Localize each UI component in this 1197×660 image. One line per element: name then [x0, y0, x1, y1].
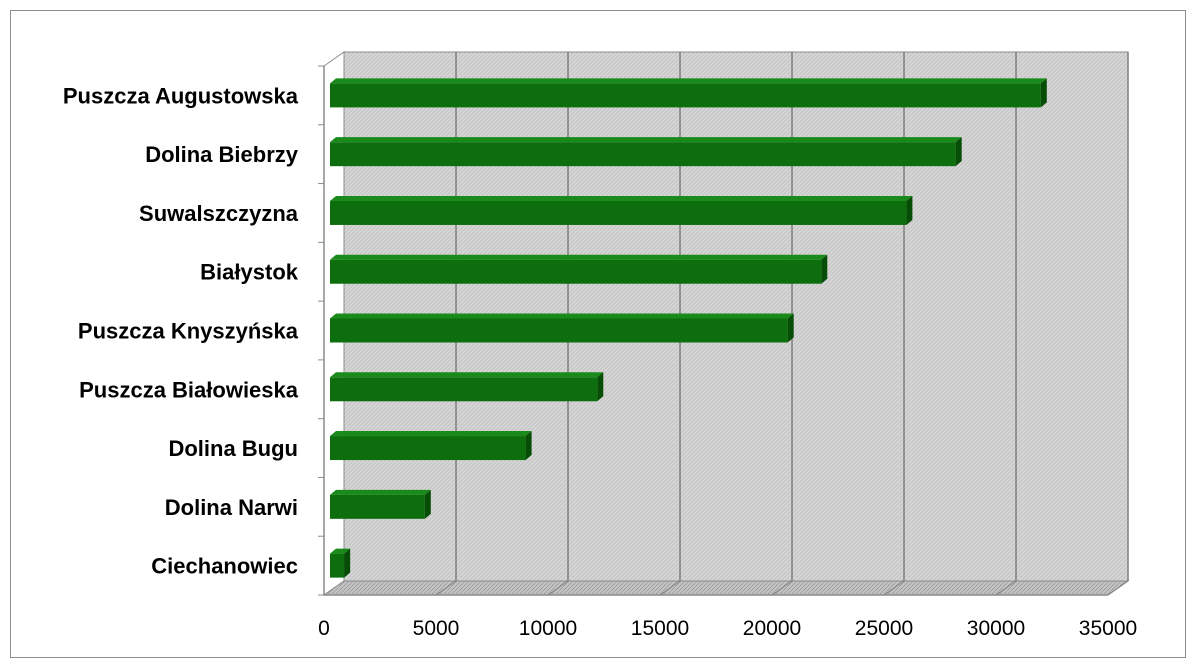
- x-tick-label: 10000: [519, 617, 577, 640]
- bar-end: [525, 431, 532, 461]
- category-label: Ciechanowiec: [151, 554, 298, 579]
- floor-gridline: [771, 580, 793, 596]
- bar: [330, 83, 1041, 108]
- bar-top: [330, 431, 532, 437]
- bar-end: [424, 489, 431, 519]
- category-label: Puszcza Białowieska: [79, 377, 299, 402]
- x-tick-label: 15000: [631, 617, 689, 640]
- x-tick-label: 35000: [1079, 617, 1137, 640]
- bars: [330, 78, 1047, 578]
- bar-top: [330, 195, 913, 201]
- bar-top: [330, 372, 604, 378]
- bar: [330, 142, 956, 167]
- category-label: Dolina Biebrzy: [145, 142, 299, 167]
- bar-top: [330, 137, 962, 143]
- bar: [330, 259, 822, 284]
- bar: [330, 318, 788, 343]
- bar-end: [597, 372, 604, 402]
- x-tick-label: 5000: [413, 617, 460, 640]
- floor-gridline: [435, 580, 457, 596]
- bar: [330, 436, 526, 461]
- category-label: Białystok: [200, 260, 299, 285]
- bar: [330, 377, 598, 402]
- floor-gridline: [547, 580, 569, 596]
- category-label: Puszcza Knyszyńska: [78, 319, 299, 344]
- x-tick-label: 30000: [967, 617, 1025, 640]
- bar-end: [906, 195, 913, 225]
- x-tick-labels: 0 5000 10000 15000 20000 25000 30000 35000: [318, 617, 1137, 640]
- axis-lines: [318, 65, 1108, 596]
- chart-area: Puszcza Augustowska Dolina Biebrzy Suwalsz…: [10, 10, 1186, 658]
- category-label: Suwalszczyzna: [139, 201, 299, 226]
- bar-top: [330, 254, 828, 260]
- bar-chart: Puszcza Augustowska Dolina Biebrzy Suwalsz…: [63, 51, 1137, 640]
- bar-end: [821, 254, 828, 284]
- floor-gridline: [883, 580, 905, 596]
- category-label: Puszcza Augustowska: [63, 83, 299, 108]
- bar-end: [1040, 78, 1047, 108]
- bar: [330, 553, 345, 578]
- bar: [330, 200, 907, 225]
- bar-top: [330, 489, 431, 495]
- bar-top: [330, 548, 351, 554]
- category-label: Dolina Narwi: [165, 495, 298, 520]
- bar: [330, 494, 425, 519]
- bar-top: [330, 313, 794, 319]
- x-tick-label: 25000: [855, 617, 913, 640]
- bar-end: [344, 548, 351, 578]
- bar-end: [955, 137, 962, 167]
- floor-gridline: [659, 580, 681, 596]
- bar-end: [787, 313, 794, 343]
- category-label: Dolina Bugu: [168, 436, 298, 461]
- floor-gridline: [1107, 580, 1129, 596]
- x-tick-label: 20000: [743, 617, 801, 640]
- floor: [322, 580, 1130, 596]
- bar-top: [330, 78, 1047, 84]
- category-labels: Puszcza Augustowska Dolina Biebrzy Suwalsz…: [63, 83, 299, 578]
- floor-gridline: [995, 580, 1017, 596]
- x-tick-label: 0: [318, 617, 330, 640]
